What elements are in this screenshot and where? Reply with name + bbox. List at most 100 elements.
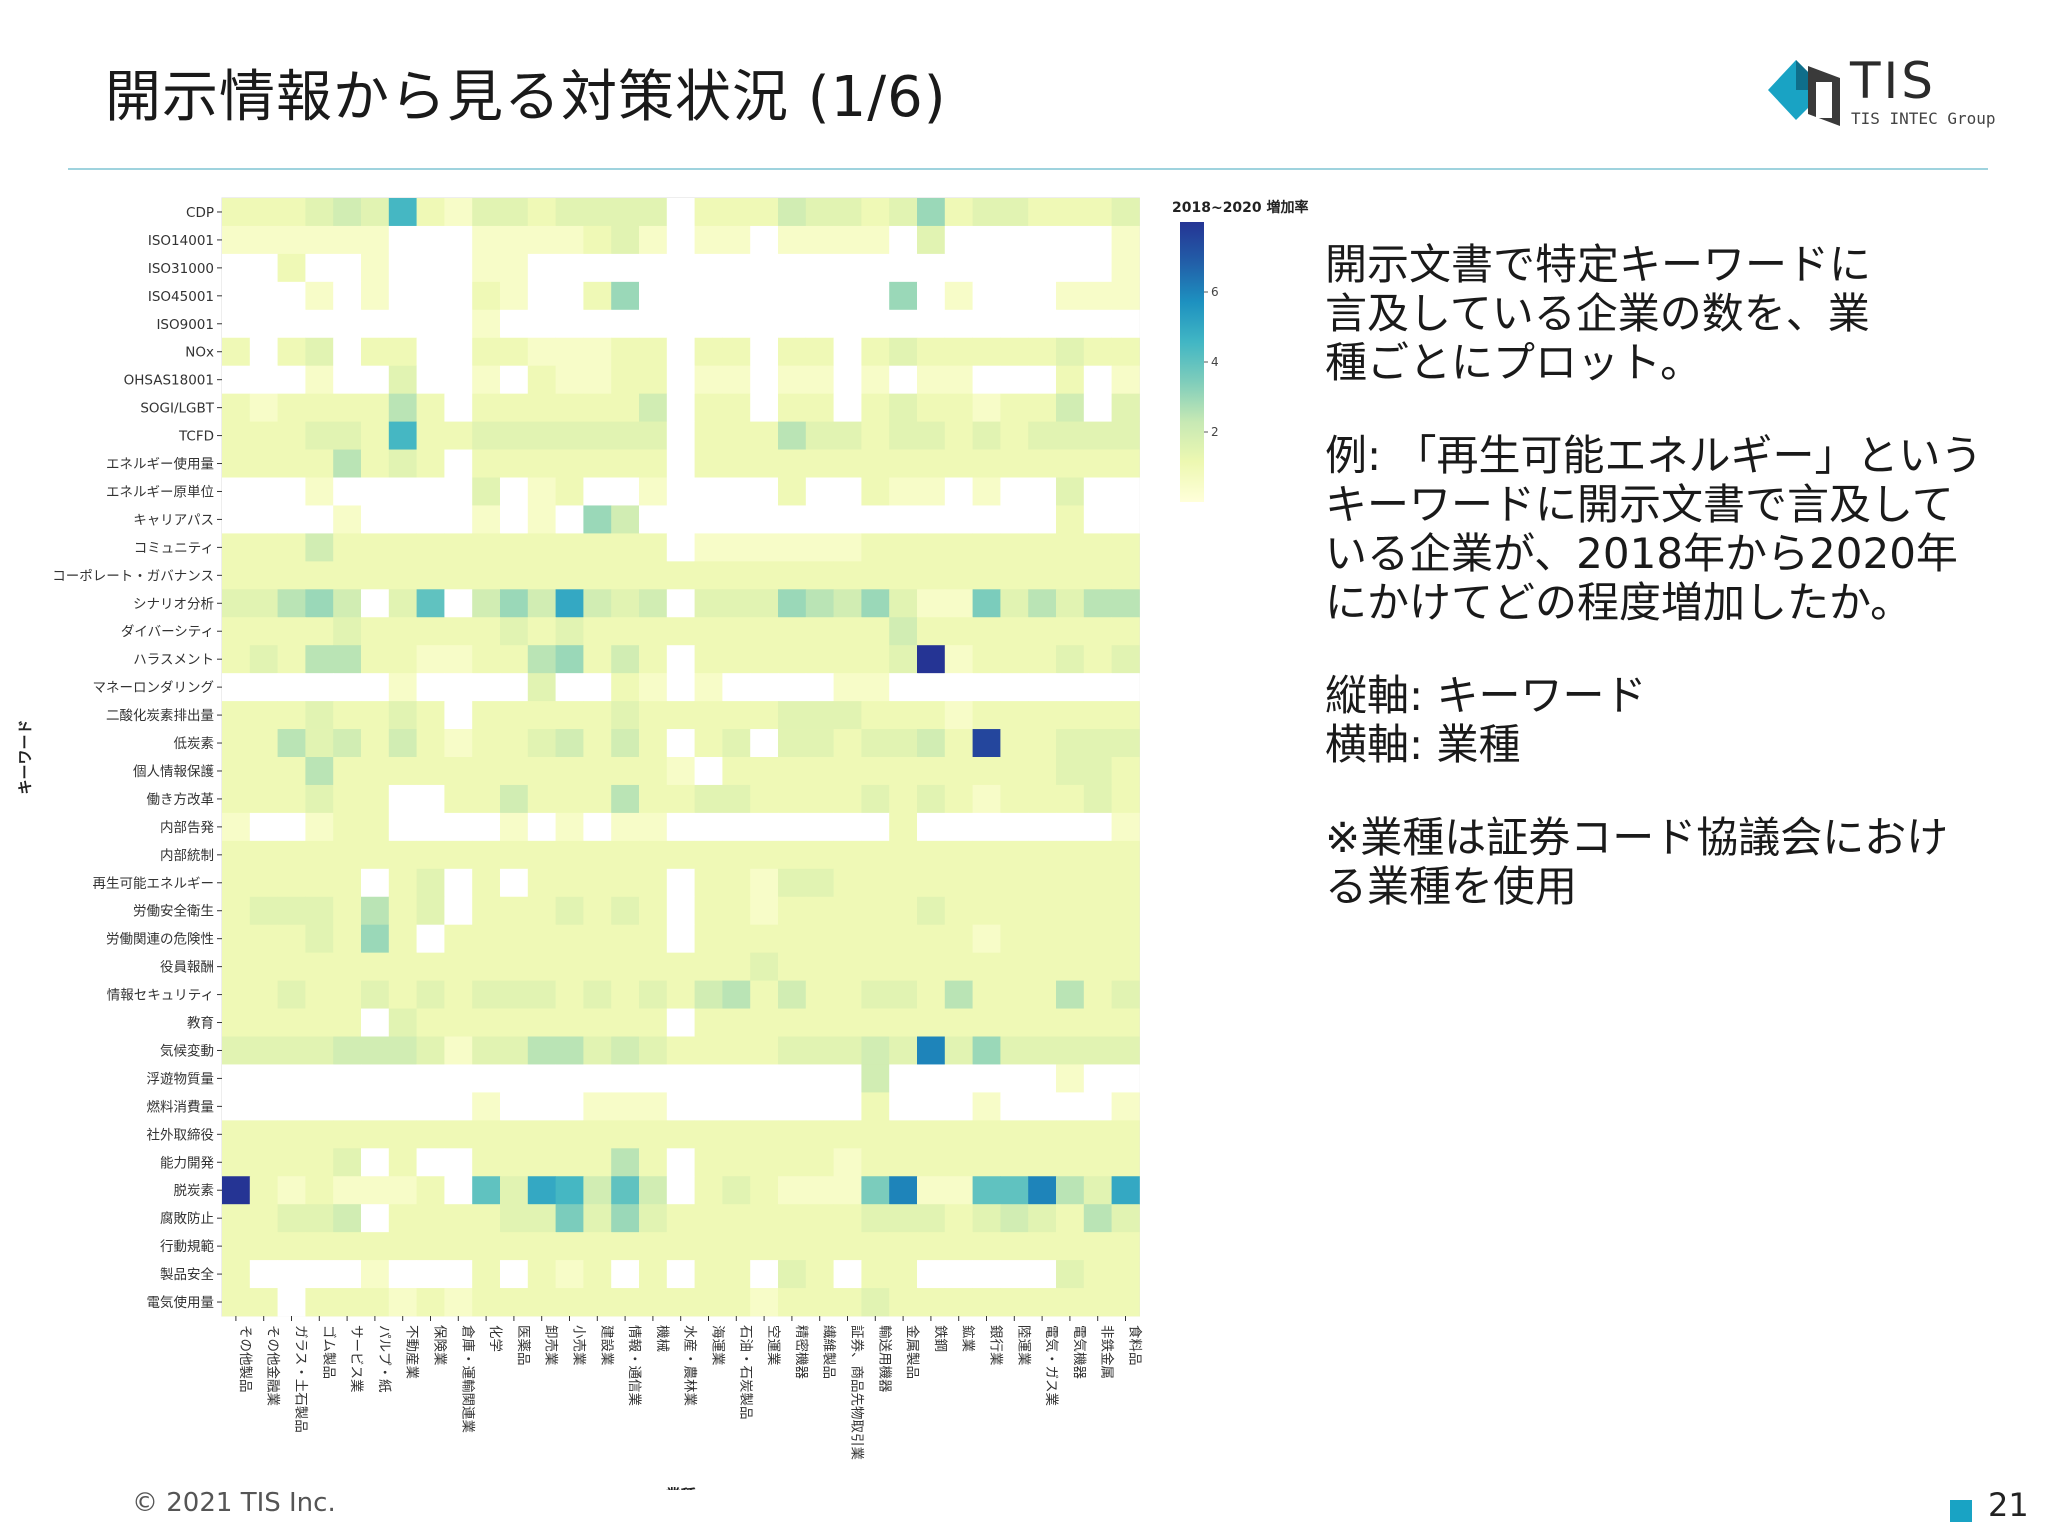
heatmap-cell	[611, 840, 640, 870]
heatmap-cell	[527, 812, 556, 842]
heatmap-cell	[527, 253, 556, 283]
heatmap-cell	[333, 1288, 362, 1317]
heatmap-cell	[305, 1260, 334, 1289]
heatmap-cell	[861, 1232, 890, 1261]
heatmap-cell	[388, 868, 417, 898]
heatmap-cell	[861, 1092, 890, 1121]
x-tick-label: 不動産業	[404, 1325, 420, 1379]
y-tick-label: ハラスメント	[133, 652, 214, 668]
y-tick-label: SOGI/LGBT	[140, 401, 214, 417]
heatmap-cell	[305, 812, 334, 842]
page-title: 開示情報から見る対策状況 (1/6)	[105, 65, 947, 130]
heatmap-cell	[472, 1176, 501, 1205]
heatmap-cell	[222, 421, 251, 450]
heatmap-cell	[444, 1008, 473, 1037]
heatmap-cell	[1000, 449, 1029, 478]
heatmap-cell	[805, 1288, 834, 1317]
heatmap-cell	[1000, 225, 1029, 255]
heatmap-cell	[1083, 924, 1112, 954]
heatmap-cell	[1000, 281, 1029, 311]
heatmap-cell	[249, 1120, 278, 1149]
heatmap-cell	[444, 729, 473, 758]
heatmap-cell	[694, 1232, 723, 1261]
y-tick-label: 内部統制	[160, 848, 214, 864]
heatmap-cell	[333, 840, 362, 870]
x-tick-label: ゴム製品	[320, 1325, 337, 1379]
heatmap-cell	[666, 589, 695, 618]
x-tick-label: その他製品	[237, 1325, 253, 1393]
heatmap-cell	[639, 421, 668, 450]
heatmap-cell	[444, 1092, 473, 1121]
heatmap-cell	[249, 1036, 278, 1065]
heatmap-cell	[472, 1288, 501, 1317]
heatmap-cell	[555, 1176, 584, 1205]
heatmap-cell	[778, 1204, 807, 1233]
heatmap-cell	[611, 729, 640, 758]
heatmap-cell	[527, 281, 556, 311]
heatmap-cell	[249, 198, 278, 227]
heatmap-cell	[694, 253, 723, 283]
heatmap-cell	[917, 533, 946, 562]
heatmap-cell	[778, 225, 807, 255]
y-tick-label: コーポレート・ガバナンス	[52, 568, 214, 584]
heatmap-cell	[1111, 505, 1140, 534]
heatmap-cell	[944, 1232, 973, 1261]
heatmap-cell	[666, 309, 695, 339]
heatmap-cell	[917, 924, 946, 954]
heatmap-cell	[750, 253, 779, 283]
heatmap-cell	[444, 673, 473, 702]
heatmap-cell	[861, 198, 890, 227]
heatmap-cell	[694, 812, 723, 842]
heatmap-cell	[917, 505, 946, 534]
y-tick-label: 燃料消費量	[147, 1098, 215, 1115]
heatmap-cell	[778, 198, 807, 227]
heatmap-cell	[666, 840, 695, 870]
heatmap-cell	[277, 198, 306, 227]
heatmap-cell	[722, 1064, 751, 1093]
heatmap-cell	[833, 253, 862, 283]
heatmap-cell	[333, 645, 362, 674]
heatmap-cell	[1111, 980, 1140, 1009]
heatmap-cell	[694, 1036, 723, 1065]
heatmap-cell	[750, 617, 779, 646]
heatmap-cell	[1083, 729, 1112, 758]
heatmap-cell	[694, 198, 723, 227]
heatmap-cell	[917, 673, 946, 702]
heatmap-cell	[527, 1036, 556, 1065]
heatmap-cell	[1056, 924, 1085, 954]
heatmap-cell	[277, 924, 306, 954]
heatmap-cell	[500, 589, 529, 618]
heatmap-cell	[1056, 784, 1085, 814]
heatmap-cell	[388, 477, 417, 506]
heatmap-cell	[639, 309, 668, 339]
x-tick-label: 電気機器	[1071, 1325, 1087, 1379]
heatmap-cell	[1083, 757, 1112, 786]
x-tick-label: パルプ・紙	[376, 1325, 392, 1393]
heatmap-cell	[305, 225, 334, 255]
heatmap-cell	[444, 1148, 473, 1177]
heatmap-cell	[333, 533, 362, 562]
heatmap-cell	[472, 952, 501, 981]
heatmap-cell	[833, 784, 862, 814]
heatmap-cell	[555, 225, 584, 255]
heatmap-cell	[750, 673, 779, 702]
heatmap-cell	[416, 952, 445, 981]
heatmap-cell	[1000, 1232, 1029, 1261]
heatmap-cell	[889, 784, 918, 814]
heatmap-cell	[1000, 1064, 1029, 1093]
y-tick-label: 労働関連の危険性	[106, 932, 214, 948]
heatmap-cell	[1000, 673, 1029, 702]
heatmap-cell	[555, 952, 584, 981]
heatmap-cell	[889, 393, 918, 422]
heatmap-cell	[1000, 1288, 1029, 1317]
heatmap-cell	[666, 421, 695, 450]
heatmap-cell	[611, 1148, 640, 1177]
heatmap-chart: CDP ISO14001 ISO31000 ISO45001 ISO9001 NOx OHS…	[16, 197, 1309, 1490]
heatmap-cell	[527, 757, 556, 786]
heatmap-cell	[778, 449, 807, 478]
heatmap-cell	[722, 225, 751, 255]
heatmap-cell	[833, 645, 862, 674]
heatmap-cell	[249, 673, 278, 702]
heatmap-cell	[333, 673, 362, 702]
heatmap-cell	[861, 896, 890, 926]
